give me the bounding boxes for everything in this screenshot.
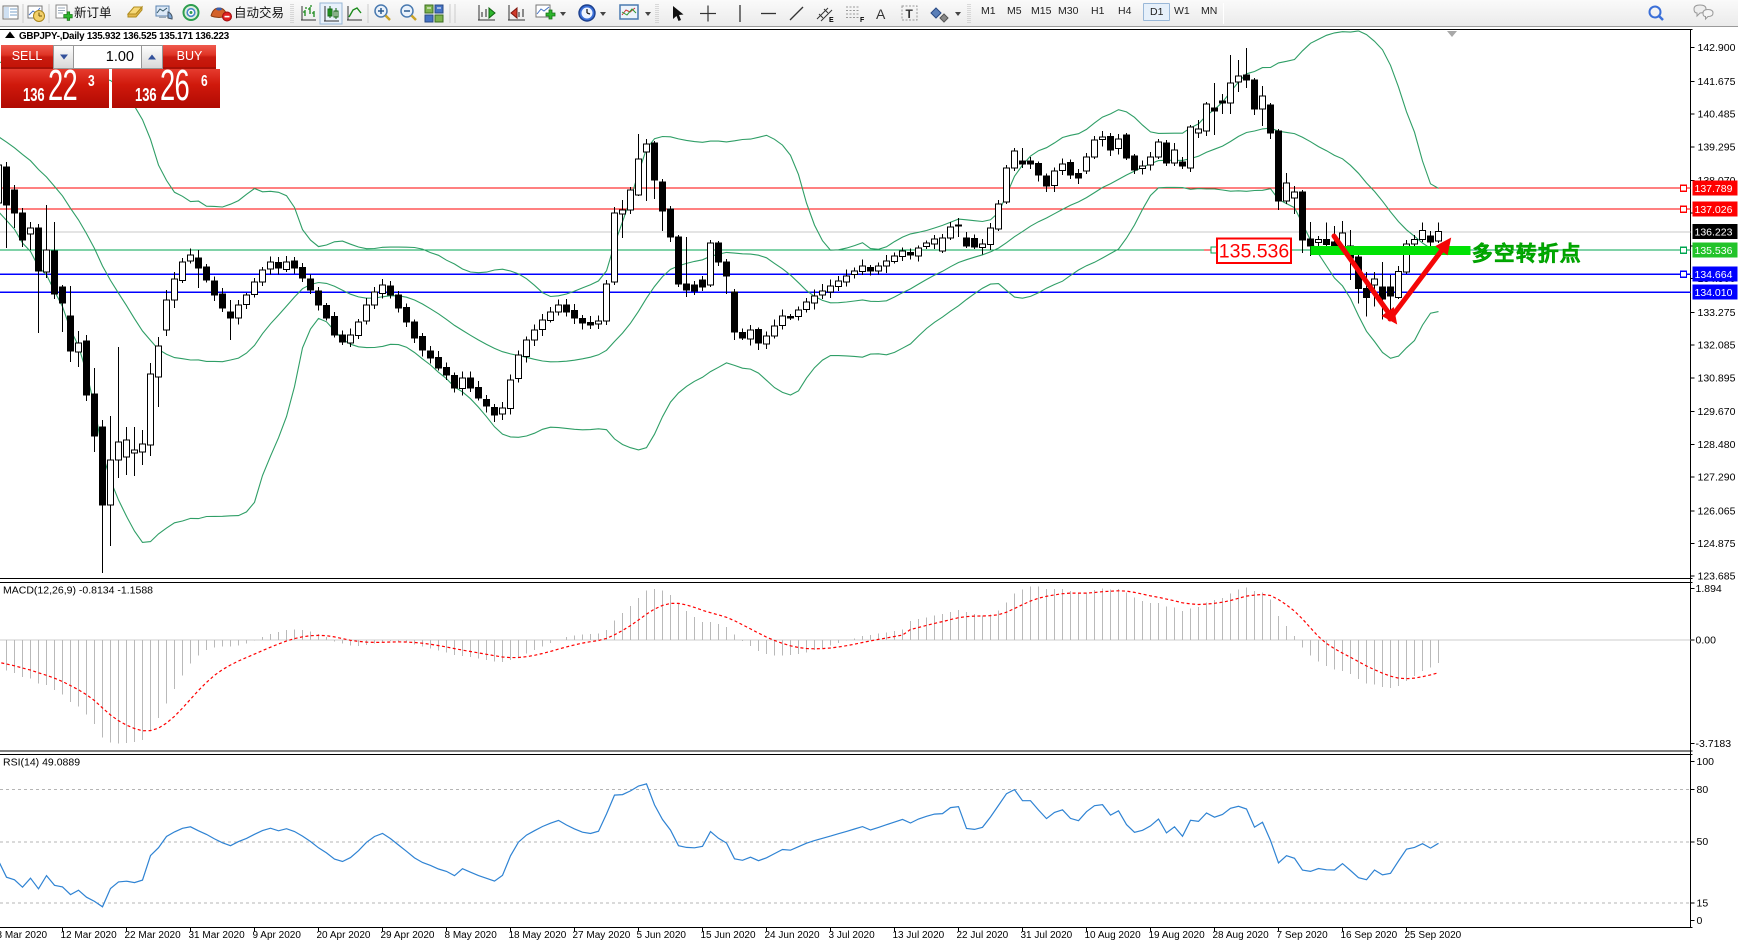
svg-text:142.900: 142.900 xyxy=(1698,42,1736,54)
svg-text:7 Sep 2020: 7 Sep 2020 xyxy=(1277,930,1329,941)
svg-text:22 Jul 2020: 22 Jul 2020 xyxy=(957,930,1009,941)
svg-text:123.685: 123.685 xyxy=(1698,571,1736,583)
svg-text:1.894: 1.894 xyxy=(1696,583,1722,595)
svg-text:137.789: 137.789 xyxy=(1695,183,1733,195)
svg-text:18 May 2020: 18 May 2020 xyxy=(509,930,567,941)
svg-text:3 Jul 2020: 3 Jul 2020 xyxy=(829,930,876,941)
svg-text:28 Aug 2020: 28 Aug 2020 xyxy=(1213,930,1270,941)
svg-text:135.536: 135.536 xyxy=(1695,245,1733,257)
svg-text:140.485: 140.485 xyxy=(1698,109,1736,121)
svg-text:29 Apr 2020: 29 Apr 2020 xyxy=(381,930,435,941)
svg-text:GBPJPY-,Daily 135.932 136.525: GBPJPY-,Daily 135.932 136.525 135.171 13… xyxy=(19,31,230,42)
svg-text:16 Sep 2020: 16 Sep 2020 xyxy=(1341,930,1398,941)
svg-text:128.480: 128.480 xyxy=(1698,439,1736,451)
svg-text:13 Jul 2020: 13 Jul 2020 xyxy=(893,930,945,941)
svg-text:22 Mar 2020: 22 Mar 2020 xyxy=(125,930,182,941)
svg-text:MACD(12,26,9) -0.8134 -1.1588: MACD(12,26,9) -0.8134 -1.1588 xyxy=(3,585,153,597)
svg-text:5 Jun 2020: 5 Jun 2020 xyxy=(637,930,687,941)
svg-text:139.295: 139.295 xyxy=(1698,141,1736,153)
svg-text:135.536: 135.536 xyxy=(1219,241,1290,263)
svg-text:新订单: 新订单 xyxy=(74,5,112,20)
svg-text:27 May 2020: 27 May 2020 xyxy=(573,930,631,941)
svg-text:15 Jun 2020: 15 Jun 2020 xyxy=(701,930,756,941)
svg-text:126.065: 126.065 xyxy=(1698,505,1736,517)
svg-text:3 Mar 2020: 3 Mar 2020 xyxy=(0,930,48,941)
svg-text:-3.7183: -3.7183 xyxy=(1696,738,1732,750)
svg-text:100: 100 xyxy=(1697,756,1715,768)
svg-text:141.675: 141.675 xyxy=(1698,76,1736,88)
svg-text:自动交易: 自动交易 xyxy=(234,5,284,20)
svg-text:130.895: 130.895 xyxy=(1698,372,1736,384)
svg-text:8 May 2020: 8 May 2020 xyxy=(445,930,498,941)
svg-text:136.223: 136.223 xyxy=(1695,226,1733,238)
svg-text:50: 50 xyxy=(1697,836,1709,848)
svg-text:F: F xyxy=(860,17,865,24)
svg-text:多空转折点: 多空转折点 xyxy=(1472,242,1582,266)
svg-text:31 Jul 2020: 31 Jul 2020 xyxy=(1021,930,1073,941)
svg-text:132.085: 132.085 xyxy=(1698,340,1736,352)
svg-text:20 Apr 2020: 20 Apr 2020 xyxy=(317,930,371,941)
svg-text:12 Mar 2020: 12 Mar 2020 xyxy=(61,930,118,941)
svg-text:129.670: 129.670 xyxy=(1698,406,1736,418)
svg-text:19 Aug 2020: 19 Aug 2020 xyxy=(1149,930,1206,941)
svg-text:9 Apr 2020: 9 Apr 2020 xyxy=(253,930,302,941)
svg-text:124.875: 124.875 xyxy=(1698,538,1736,550)
svg-text:0: 0 xyxy=(1697,915,1703,927)
svg-text:31 Mar 2020: 31 Mar 2020 xyxy=(189,930,246,941)
svg-text:0.00: 0.00 xyxy=(1696,635,1717,647)
svg-text:134.664: 134.664 xyxy=(1695,269,1733,281)
svg-text:15: 15 xyxy=(1697,897,1709,909)
svg-text:137.026: 137.026 xyxy=(1695,204,1733,216)
svg-text:RSI(14) 49.0889: RSI(14) 49.0889 xyxy=(3,757,80,769)
svg-text:24 Jun 2020: 24 Jun 2020 xyxy=(765,930,820,941)
svg-text:80: 80 xyxy=(1697,784,1709,796)
svg-text:127.290: 127.290 xyxy=(1698,472,1736,484)
svg-text:134.010: 134.010 xyxy=(1695,287,1733,299)
svg-text:10 Aug 2020: 10 Aug 2020 xyxy=(1085,930,1142,941)
svg-text:A: A xyxy=(876,6,886,22)
svg-text:25 Sep 2020: 25 Sep 2020 xyxy=(1405,930,1462,941)
svg-text:133.275: 133.275 xyxy=(1698,307,1736,319)
svg-text:E: E xyxy=(829,17,834,24)
svg-text:T: T xyxy=(906,7,914,21)
